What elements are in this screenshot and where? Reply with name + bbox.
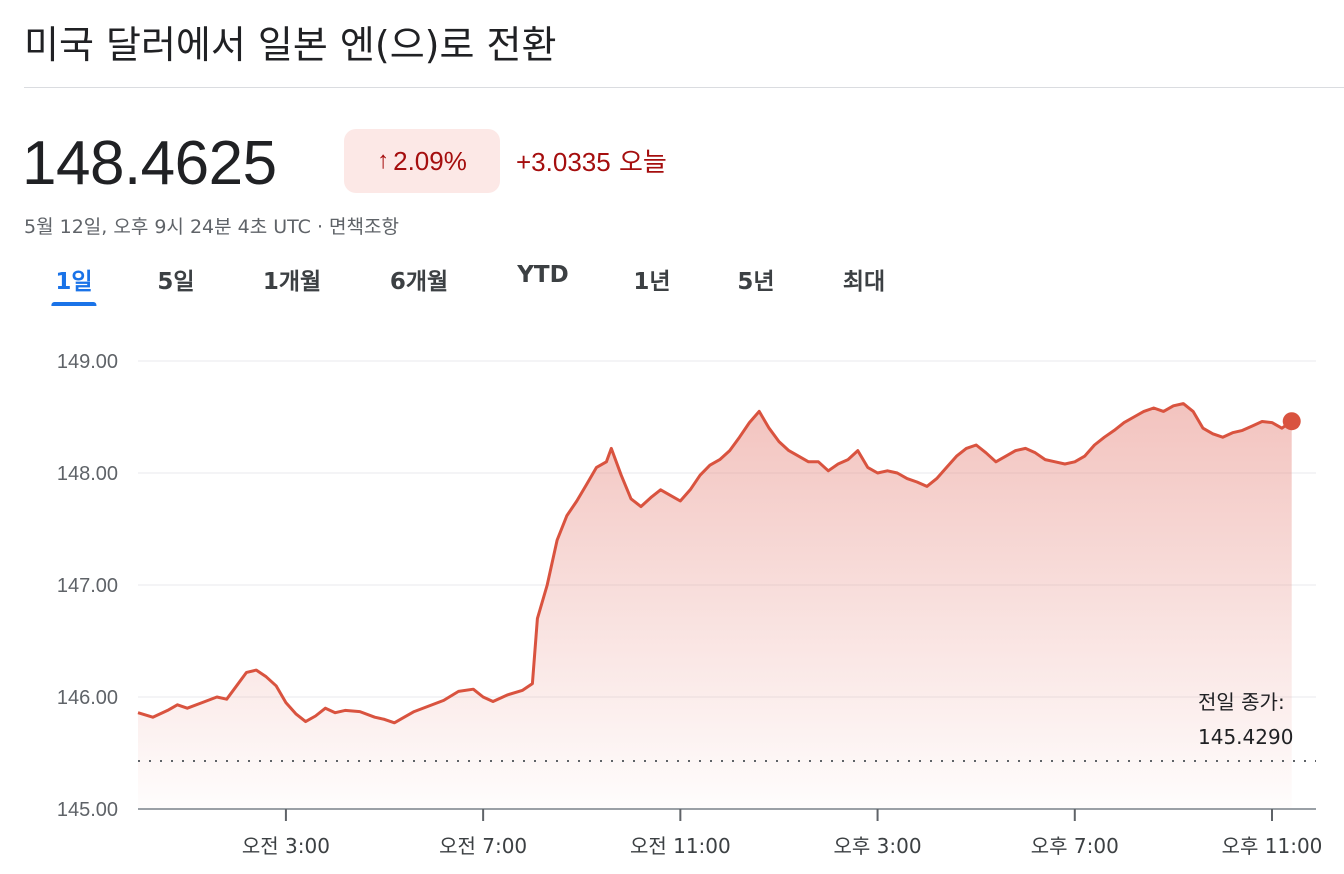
tab-1m[interactable]: 1개월 [262, 269, 322, 295]
tab-6m[interactable]: 6개월 [389, 269, 449, 295]
x-tick-label: 오후 11:00 [1222, 834, 1323, 858]
current-price: 148.4625 [22, 129, 277, 198]
tab-ytd[interactable]: YTD [517, 262, 569, 288]
tab-5d[interactable]: 5일 [157, 269, 195, 295]
x-tick-label: 오후 3:00 [834, 834, 922, 858]
absolute-change: +3.0335 오늘 [516, 142, 667, 179]
range-tabs: 1일 5일 1개월 6개월 YTD 1년 5년 최대 [0, 262, 1000, 306]
timestamp-disclaimer[interactable]: 5월 12일, 오후 9시 24분 4초 UTC · 면책조항 [24, 216, 399, 238]
tab-max[interactable]: 최대 [842, 269, 886, 295]
tab-5y[interactable]: 5년 [737, 269, 775, 295]
percent-change-badge: ↑ 2.09% [344, 129, 500, 193]
absolute-change-value: +3.0335 [516, 147, 611, 177]
x-tick-label: 오후 7:00 [1031, 834, 1119, 858]
x-tick-label: 오전 3:00 [242, 834, 330, 858]
arrow-up-icon: ↑ [377, 147, 390, 174]
last-price-dot [1282, 412, 1301, 431]
tab-1y[interactable]: 1년 [633, 269, 671, 295]
y-tick-label: 148.00 [57, 463, 118, 485]
change-period: 오늘 [618, 148, 667, 178]
x-tick-label: 오전 11:00 [630, 834, 731, 858]
price-area-fill [138, 403, 1292, 809]
tab-1d[interactable]: 1일 [51, 262, 97, 306]
header-divider [24, 87, 1344, 88]
previous-close-label: 전일 종가: [1198, 690, 1285, 714]
previous-close-value: 145.4290 [1198, 725, 1293, 749]
y-tick-label: 147.00 [57, 575, 118, 597]
y-tick-label: 146.00 [57, 687, 118, 709]
price-chart[interactable]: 149.00 148.00 147.00 146.00 145.00 오전 3:00 오전… [0, 330, 1344, 874]
y-tick-label: 149.00 [57, 351, 118, 373]
price-line [137, 402, 1293, 725]
page-title: 미국 달러에서 일본 엔(으)로 전환 [24, 23, 557, 67]
percent-change-value: 2.09% [393, 145, 467, 176]
x-tick-label: 오전 7:00 [439, 834, 527, 858]
y-tick-label: 145.00 [57, 799, 118, 821]
